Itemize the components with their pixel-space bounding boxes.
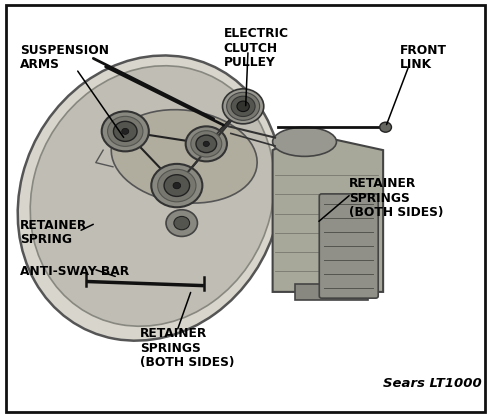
Circle shape [237, 101, 249, 112]
Text: ANTI-SWAY BAR: ANTI-SWAY BAR [20, 265, 129, 278]
Circle shape [191, 131, 222, 157]
Circle shape [227, 92, 260, 121]
Ellipse shape [18, 55, 282, 341]
Text: ELECTRIC
CLUTCH
PULLEY: ELECTRIC CLUTCH PULLEY [223, 27, 288, 69]
Text: RETAINER
SPRING: RETAINER SPRING [20, 219, 87, 246]
Text: Sears LT1000: Sears LT1000 [383, 377, 482, 390]
Ellipse shape [30, 66, 274, 326]
Text: SUSPENSION
ARMS: SUSPENSION ARMS [20, 44, 109, 71]
Text: RETAINER
SPRINGS
(BOTH SIDES): RETAINER SPRINGS (BOTH SIDES) [349, 177, 443, 219]
Circle shape [113, 121, 137, 141]
Circle shape [231, 96, 255, 116]
Circle shape [185, 126, 227, 161]
Circle shape [164, 175, 190, 196]
Circle shape [380, 122, 392, 132]
Circle shape [222, 89, 264, 124]
Circle shape [158, 169, 196, 202]
Ellipse shape [273, 127, 337, 156]
Text: RETAINER
SPRINGS
(BOTH SIDES): RETAINER SPRINGS (BOTH SIDES) [140, 327, 234, 369]
Circle shape [107, 116, 143, 146]
Circle shape [166, 210, 198, 236]
Circle shape [151, 164, 203, 207]
FancyBboxPatch shape [319, 194, 378, 298]
Polygon shape [295, 284, 368, 300]
Circle shape [121, 128, 129, 134]
Circle shape [102, 111, 149, 151]
Polygon shape [273, 133, 383, 292]
Text: FRONT
LINK: FRONT LINK [400, 44, 448, 71]
Circle shape [173, 182, 180, 189]
FancyBboxPatch shape [6, 5, 485, 412]
Circle shape [174, 216, 190, 230]
Circle shape [203, 141, 209, 146]
Circle shape [196, 135, 217, 153]
Ellipse shape [111, 110, 257, 203]
